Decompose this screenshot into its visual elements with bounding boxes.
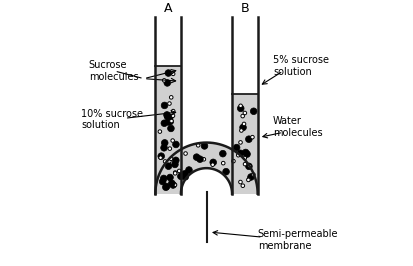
Circle shape bbox=[164, 80, 171, 86]
Circle shape bbox=[243, 156, 247, 160]
Circle shape bbox=[160, 175, 167, 182]
Polygon shape bbox=[232, 94, 258, 194]
Circle shape bbox=[239, 104, 242, 108]
Circle shape bbox=[161, 102, 168, 109]
Circle shape bbox=[248, 174, 254, 180]
Circle shape bbox=[170, 162, 173, 165]
Circle shape bbox=[165, 163, 172, 169]
Circle shape bbox=[221, 161, 225, 165]
Circle shape bbox=[172, 161, 178, 168]
Circle shape bbox=[223, 168, 229, 175]
Circle shape bbox=[196, 144, 200, 147]
Text: 10% sucrose
solution: 10% sucrose solution bbox=[81, 109, 143, 130]
Circle shape bbox=[201, 143, 208, 149]
Circle shape bbox=[182, 173, 189, 180]
Circle shape bbox=[164, 160, 167, 163]
Circle shape bbox=[171, 109, 175, 113]
Circle shape bbox=[167, 174, 173, 181]
Circle shape bbox=[240, 124, 247, 131]
Text: Water
molecules: Water molecules bbox=[273, 117, 323, 138]
Circle shape bbox=[158, 130, 161, 133]
Circle shape bbox=[252, 173, 255, 176]
Circle shape bbox=[237, 153, 240, 157]
Circle shape bbox=[165, 70, 172, 76]
Circle shape bbox=[247, 178, 250, 182]
Circle shape bbox=[246, 163, 252, 170]
Circle shape bbox=[237, 105, 244, 112]
Circle shape bbox=[184, 152, 188, 155]
Circle shape bbox=[251, 135, 254, 139]
Circle shape bbox=[164, 113, 171, 120]
Circle shape bbox=[245, 136, 252, 143]
Circle shape bbox=[166, 115, 173, 121]
Circle shape bbox=[173, 141, 179, 148]
Circle shape bbox=[171, 72, 175, 76]
Circle shape bbox=[242, 149, 249, 156]
Circle shape bbox=[161, 144, 167, 151]
Circle shape bbox=[240, 129, 243, 132]
Circle shape bbox=[163, 183, 170, 190]
Circle shape bbox=[178, 169, 181, 173]
Circle shape bbox=[169, 180, 175, 186]
Circle shape bbox=[168, 147, 171, 150]
Circle shape bbox=[169, 157, 173, 161]
Circle shape bbox=[202, 157, 206, 161]
Circle shape bbox=[167, 118, 173, 125]
Circle shape bbox=[193, 154, 200, 160]
Circle shape bbox=[159, 178, 166, 185]
Text: Semi-permeable
membrane: Semi-permeable membrane bbox=[258, 229, 338, 251]
Circle shape bbox=[173, 171, 177, 174]
Circle shape bbox=[197, 156, 203, 163]
Circle shape bbox=[159, 156, 162, 160]
Circle shape bbox=[162, 78, 166, 82]
Circle shape bbox=[211, 163, 214, 167]
Circle shape bbox=[161, 120, 168, 127]
Circle shape bbox=[248, 164, 252, 168]
Text: B: B bbox=[240, 2, 249, 15]
Circle shape bbox=[241, 114, 244, 118]
Circle shape bbox=[244, 151, 250, 157]
Text: Sucrose
molecules: Sucrose molecules bbox=[89, 60, 138, 82]
Circle shape bbox=[173, 172, 177, 175]
Circle shape bbox=[168, 125, 174, 132]
Circle shape bbox=[232, 159, 235, 163]
Circle shape bbox=[168, 102, 171, 105]
Circle shape bbox=[241, 184, 244, 188]
Circle shape bbox=[186, 167, 192, 173]
Circle shape bbox=[164, 112, 170, 118]
Circle shape bbox=[233, 144, 240, 151]
Circle shape bbox=[169, 95, 173, 99]
Circle shape bbox=[243, 111, 247, 115]
Circle shape bbox=[239, 180, 242, 184]
Circle shape bbox=[170, 119, 173, 123]
Circle shape bbox=[173, 157, 179, 164]
Circle shape bbox=[158, 153, 164, 160]
Circle shape bbox=[171, 139, 174, 142]
Polygon shape bbox=[155, 143, 258, 194]
Circle shape bbox=[165, 119, 171, 125]
Circle shape bbox=[161, 140, 168, 146]
Circle shape bbox=[242, 122, 246, 126]
Circle shape bbox=[210, 159, 216, 166]
Circle shape bbox=[219, 150, 226, 157]
Circle shape bbox=[178, 173, 184, 180]
Circle shape bbox=[250, 108, 257, 115]
Circle shape bbox=[239, 141, 242, 144]
Circle shape bbox=[171, 114, 175, 118]
Circle shape bbox=[247, 177, 251, 181]
Text: 5% sucrose
solution: 5% sucrose solution bbox=[273, 55, 329, 77]
Circle shape bbox=[243, 162, 247, 166]
Circle shape bbox=[182, 171, 188, 177]
Circle shape bbox=[237, 150, 244, 157]
Text: A: A bbox=[164, 2, 172, 15]
Polygon shape bbox=[155, 66, 181, 194]
Circle shape bbox=[163, 184, 169, 190]
Circle shape bbox=[173, 183, 177, 187]
Circle shape bbox=[170, 182, 176, 188]
